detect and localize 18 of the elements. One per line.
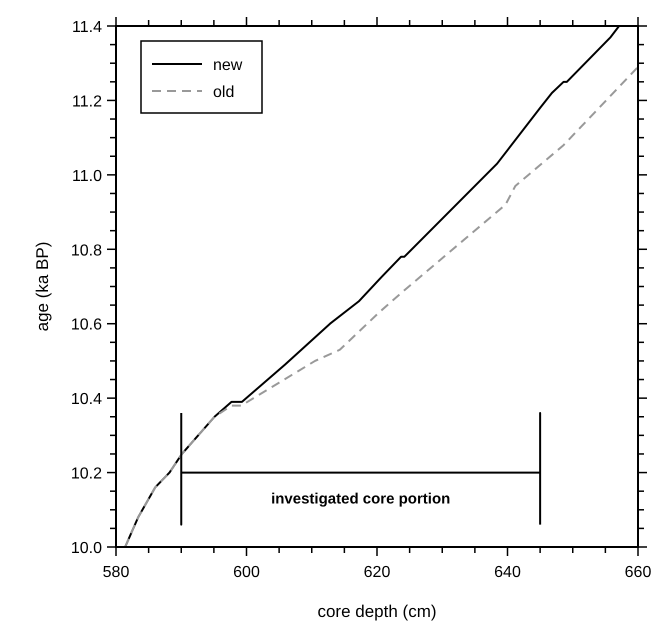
y-tick-label: 11.4 [72, 19, 102, 36]
y-tick-label: 10.2 [70, 466, 102, 483]
y-tick-label: 10.6 [70, 316, 102, 334]
y-tick-label: 10.0 [70, 540, 102, 557]
y-tick-label: 10.8 [70, 242, 102, 260]
y-tick-label: 11.2 [72, 93, 102, 110]
y-axis-title: age (ka BP) [33, 242, 52, 332]
x-tick-label: 660 [624, 564, 652, 581]
x-axis-title: core depth (cm) [317, 602, 437, 621]
y-tick-label: 11.0 [72, 168, 102, 185]
x-tick-label: 600 [233, 564, 260, 581]
x-tick-label: 640 [494, 564, 521, 581]
legend-label: new [213, 57, 243, 74]
y-tick-label: 10.4 [70, 391, 102, 408]
annotation: investigated core portion [271, 490, 450, 508]
x-tick-label: 580 [102, 564, 130, 581]
x-tick-label: 620 [364, 564, 390, 581]
legend-label: old [213, 84, 234, 101]
